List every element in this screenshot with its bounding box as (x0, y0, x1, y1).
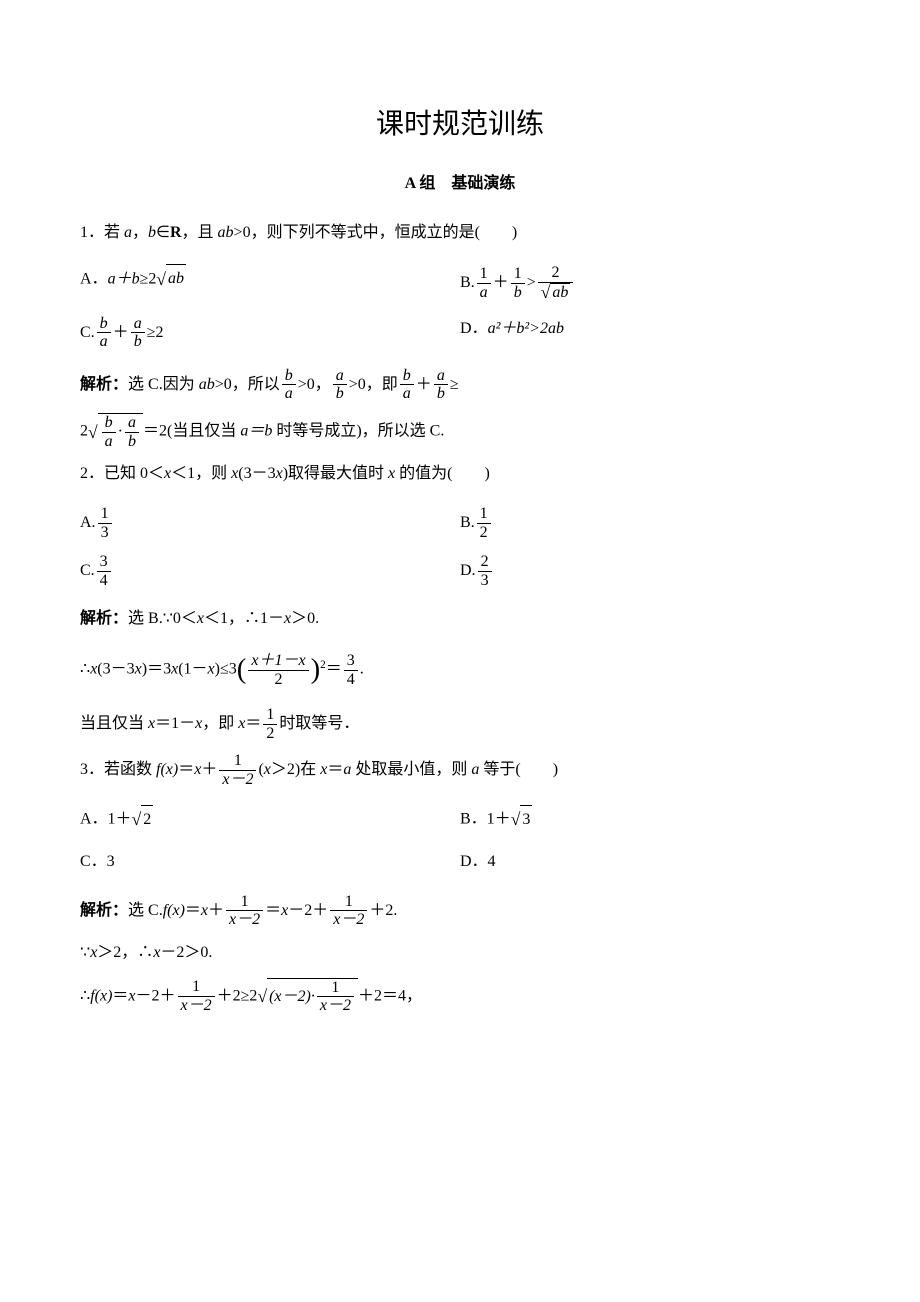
q2-solution-2: ∴x(3－3x)＝3x(1－x)≤3x＋1－x22＝34. (80, 644, 840, 696)
q1-optD: D．a²＋b²>2ab (460, 315, 840, 351)
q3-optB: B．1＋3 (460, 804, 840, 836)
q1-optA: A．a＋b≥2ab (80, 264, 460, 303)
q2-optC: C.34 (80, 553, 460, 589)
q3-solution-2: ∵x＞2，∴x－2＞0. (80, 939, 840, 968)
q1-solution-1: 解析：选 C.因为 ab>0，所以ba>0，ab>0，即ba＋ab≥ (80, 367, 840, 403)
q1-stem: 1．若 a，b∈R，且 ab>0，则下列不等式中，恒成立的是( ) (80, 219, 840, 248)
q1-optC: C.ba＋ab≥2 (80, 315, 460, 351)
q3-optC: C．3 (80, 848, 460, 877)
page-title: 课时规范训练 (80, 100, 840, 150)
q1-optB: B.1a＋1b>2ab (460, 264, 840, 303)
q2-optD: D.23 (460, 553, 840, 589)
q3-stem: 3．若函数 f(x)＝x＋1x－2(x＞2)在 x＝a 处取最小值，则 a 等于… (80, 752, 840, 788)
q1-options: A．a＋b≥2ab B.1a＋1b>2ab C.ba＋ab≥2 D．a²＋b²>… (80, 258, 840, 357)
section-heading: A 组 基础演练 (80, 170, 840, 199)
q3-options: A．1＋2 B．1＋3 C．3 D．4 (80, 798, 840, 882)
q2-optB: B.12 (460, 505, 840, 541)
q2-options: A.13 B.12 C.34 D.23 (80, 499, 840, 595)
q2-stem: 2．已知 0＜x＜1，则 x(3－3x)取得最大值时 x 的值为( ) (80, 460, 840, 489)
q1-solution-2: 2ba·ab＝2(当且仅当 a＝b 时等号成立)，所以选 C. (80, 413, 840, 450)
q2-optA: A.13 (80, 505, 460, 541)
q3-optA: A．1＋2 (80, 804, 460, 836)
q2-solution-3: 当且仅当 x＝1－x，即 x＝12时取等号． (80, 706, 840, 742)
q3-solution-1: 解析：选 C.f(x)＝x＋1x－2＝x－2＋1x－2＋2. (80, 893, 840, 929)
q3-solution-3: ∴f(x)＝x－2＋1x－2＋2≥2(x－2)·1x－2＋2＝4， (80, 978, 840, 1015)
q3-optD: D．4 (460, 848, 840, 877)
q2-solution-1: 解析：选 B.∵0＜x＜1，∴1－x＞0. (80, 605, 840, 634)
